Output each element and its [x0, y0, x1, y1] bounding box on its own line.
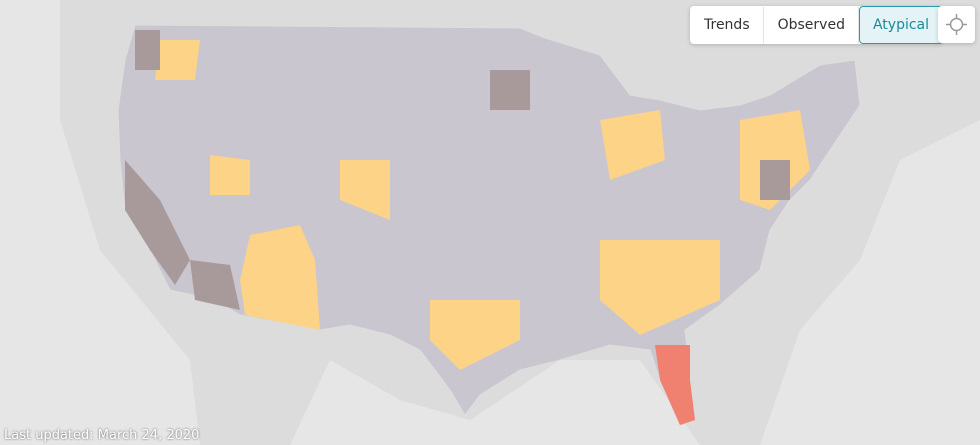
tab[interactable]: Observed — [764, 6, 859, 44]
view-tabs: Trends Observed Atypical — [690, 6, 944, 44]
atypical-areas — [155, 40, 810, 370]
tab[interactable]: Atypical — [858, 6, 944, 44]
locate-icon — [946, 14, 967, 35]
florida-hotspot — [655, 345, 695, 425]
observed-areas — [125, 30, 790, 310]
tab[interactable]: Trends — [690, 6, 764, 44]
last-updated: Last updated: March 24, 2020 — [4, 428, 200, 443]
locate-button[interactable] — [938, 6, 975, 43]
